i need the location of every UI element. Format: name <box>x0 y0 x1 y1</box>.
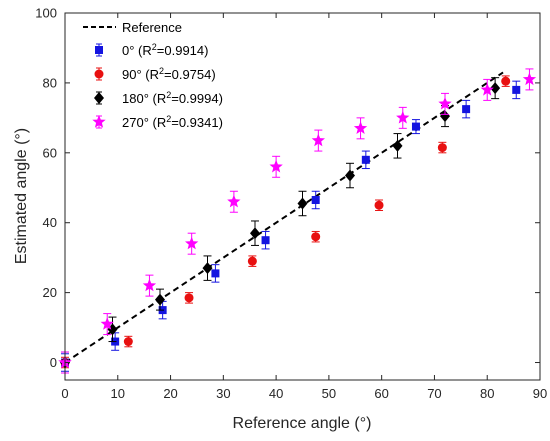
legend-label: 270° (R2=0.9341) <box>122 114 223 130</box>
data-point <box>261 236 270 245</box>
legend-series: 0° (R2=0.9914) 90° (R2=0.9754) 180° (R2=0.… <box>92 42 223 130</box>
data-point <box>480 82 494 96</box>
data-point <box>522 72 537 86</box>
data-point <box>269 159 283 173</box>
data-point <box>311 232 321 242</box>
data-point <box>100 317 114 330</box>
data-point <box>512 85 521 94</box>
x-tick-label: 30 <box>216 386 230 401</box>
data-point <box>490 82 501 95</box>
data-point <box>396 110 410 124</box>
x-tick-label: 40 <box>269 386 283 401</box>
data-point <box>440 110 450 123</box>
legend-marker <box>92 115 106 128</box>
x-tick-label: 0 <box>61 386 68 401</box>
legend-marker <box>94 69 104 79</box>
data-layer <box>58 68 537 374</box>
x-tick-label: 70 <box>427 386 441 401</box>
data-point <box>392 139 403 152</box>
y-tick-label: 100 <box>35 6 57 21</box>
y-axis-label: Estimated angle (°) <box>13 128 30 264</box>
x-tick-label: 50 <box>322 386 336 401</box>
data-point <box>437 143 447 153</box>
reference-line <box>64 71 504 364</box>
data-point <box>250 227 260 240</box>
x-tick-label: 80 <box>480 386 494 401</box>
data-point <box>361 155 370 164</box>
legend: Reference 0° (R2=0.9914) 90° (R2=0.9754) 1… <box>83 20 223 130</box>
y-tick-label: 20 <box>43 285 57 300</box>
legend-reference-label: Reference <box>122 20 182 35</box>
data-point <box>374 200 384 210</box>
data-point <box>411 122 420 131</box>
data-point <box>311 195 320 204</box>
data-point <box>185 236 199 250</box>
tick-layer: 0 10 20 30 40 50 60 70 80 90 0 20 40 60 80 100 <box>35 6 547 402</box>
x-axis-label: Reference angle (°) <box>233 415 372 432</box>
data-point <box>353 121 368 134</box>
y-tick-label: 60 <box>43 145 57 160</box>
legend-label: 0° (R2=0.9914) <box>122 42 208 58</box>
data-point <box>311 133 325 147</box>
data-point <box>247 256 257 266</box>
x-tick-label: 60 <box>374 386 388 401</box>
data-point <box>202 262 213 275</box>
data-point <box>297 197 308 210</box>
data-point <box>211 269 220 278</box>
series-180 <box>60 77 501 374</box>
x-tick-label: 90 <box>533 386 547 401</box>
legend-marker <box>94 92 104 104</box>
x-tick-label: 20 <box>163 386 177 401</box>
y-tick-label: 80 <box>43 75 57 90</box>
data-point <box>227 194 241 208</box>
legend-marker <box>95 46 103 54</box>
data-point <box>142 278 157 292</box>
plot-frame <box>64 12 541 381</box>
x-tick-label: 10 <box>111 386 125 401</box>
data-point <box>123 337 133 347</box>
y-tick-label: 40 <box>43 215 57 230</box>
y-tick-label: 0 <box>50 355 57 370</box>
data-point <box>345 169 355 182</box>
data-point <box>501 76 511 86</box>
data-point <box>155 293 165 306</box>
legend-label: 180° (R2=0.9994) <box>122 90 223 106</box>
data-point <box>438 96 452 110</box>
data-point <box>462 105 471 114</box>
data-point <box>184 293 194 303</box>
legend-label: 90° (R2=0.9754) <box>122 66 216 82</box>
